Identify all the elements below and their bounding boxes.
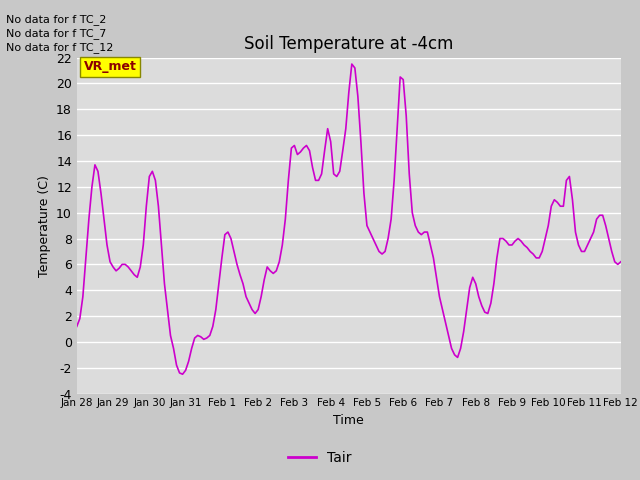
Text: No data for f TC_7: No data for f TC_7 <box>6 28 107 39</box>
Text: No data for f TC_2: No data for f TC_2 <box>6 13 107 24</box>
Legend: Tair: Tair <box>283 445 357 471</box>
Title: Soil Temperature at -4cm: Soil Temperature at -4cm <box>244 35 454 53</box>
Text: No data for f TC_12: No data for f TC_12 <box>6 42 114 53</box>
Text: VR_met: VR_met <box>84 60 136 73</box>
X-axis label: Time: Time <box>333 414 364 427</box>
Y-axis label: Temperature (C): Temperature (C) <box>38 175 51 276</box>
